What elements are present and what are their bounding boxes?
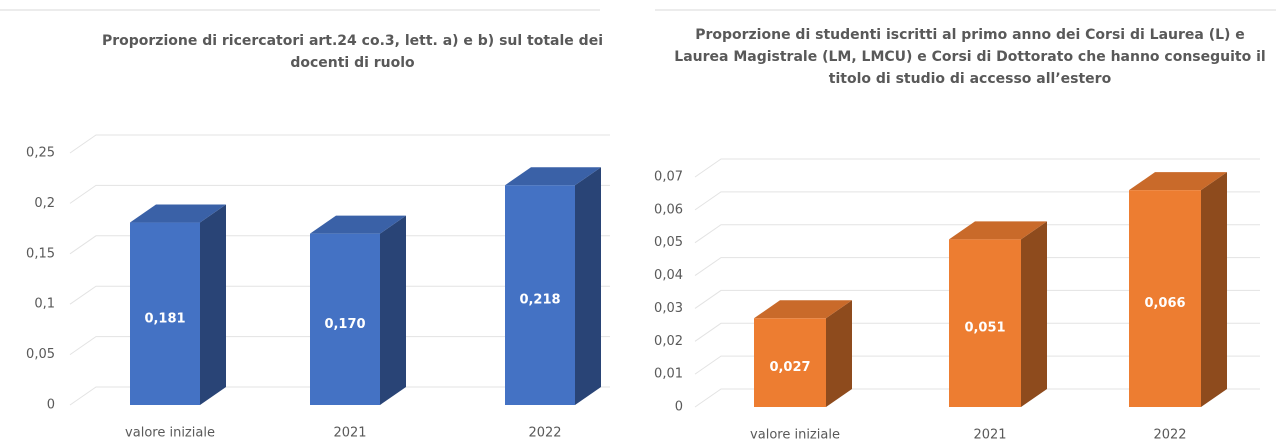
grid-line <box>694 257 1260 276</box>
value-label: 0,181 <box>144 311 185 326</box>
x-tick-label: valore iniziale <box>125 426 215 441</box>
x-tick-label: 2022 <box>528 426 561 441</box>
y-tick-label: 0,02 <box>654 334 683 349</box>
y-tick-label: 0,04 <box>654 268 683 283</box>
x-tick-label: 2021 <box>973 428 1006 443</box>
x-tick-label: 2021 <box>333 426 366 441</box>
bar-side <box>575 167 601 405</box>
y-tick-label: 0,05 <box>654 235 683 250</box>
x-tick-label: 2022 <box>1153 428 1186 443</box>
bar-side <box>1201 172 1227 407</box>
value-label: 0,066 <box>1144 296 1185 311</box>
y-tick-label: 0,15 <box>26 246 55 261</box>
chart-title: Proporzione di studenti iscritti al prim… <box>674 27 1266 87</box>
grid-line <box>694 289 1260 309</box>
grid-line <box>69 336 610 356</box>
grid-line <box>69 235 610 255</box>
y-tick-label: 0,03 <box>654 301 683 316</box>
value-label: 0,170 <box>324 317 365 332</box>
y-tick-label: 0,07 <box>654 170 683 185</box>
grid-line <box>694 191 1260 211</box>
y-tick-label: 0,1 <box>34 297 55 312</box>
bar <box>505 185 575 405</box>
bar-side <box>380 215 406 405</box>
bar-top <box>754 300 852 319</box>
y-tick-label: 0,2 <box>34 196 55 211</box>
bar <box>310 233 380 405</box>
bar <box>130 222 200 405</box>
grid-line <box>694 224 1260 244</box>
bar-side <box>200 204 226 405</box>
grid-line <box>694 355 1260 375</box>
value-label: 0,218 <box>519 293 560 308</box>
grid-line <box>694 388 1260 408</box>
grid-line <box>69 184 610 204</box>
bar-top <box>1129 172 1227 191</box>
bar-top <box>310 215 406 234</box>
bar <box>754 318 826 407</box>
value-label: 0,027 <box>769 360 810 375</box>
bar-top <box>949 221 1047 240</box>
grid-line <box>694 322 1260 342</box>
bar <box>1129 190 1201 407</box>
bar-top <box>130 204 226 223</box>
bar-side <box>1021 221 1047 407</box>
grid-line <box>694 158 1260 178</box>
bar <box>949 239 1021 407</box>
y-tick-label: 0,01 <box>654 367 683 382</box>
x-tick-label: valore iniziale <box>750 428 840 443</box>
y-tick-label: 0 <box>47 398 55 413</box>
value-label: 0,051 <box>964 321 1005 336</box>
y-tick-label: 0 <box>675 400 683 415</box>
grid-line <box>69 134 610 154</box>
y-tick-label: 0,05 <box>26 347 55 362</box>
bar-top <box>505 167 601 186</box>
chart-title: Proporzione di ricercatori art.24 co.3, … <box>101 33 603 71</box>
y-tick-label: 0,25 <box>26 146 55 161</box>
grid-line <box>69 386 610 406</box>
grid-line <box>69 285 610 305</box>
y-tick-label: 0,06 <box>654 202 683 217</box>
bar-side <box>826 300 852 407</box>
